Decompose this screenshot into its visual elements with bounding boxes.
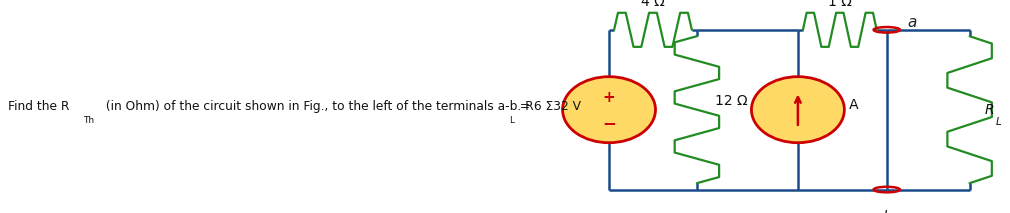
Text: Find the R: Find the R (8, 100, 70, 113)
Ellipse shape (563, 77, 655, 143)
Text: L: L (996, 118, 1002, 127)
Text: 12 Ω: 12 Ω (715, 94, 747, 108)
Text: L: L (509, 116, 514, 125)
Text: (in Ohm) of the circuit shown in Fig., to the left of the terminals a-b. R: (in Ohm) of the circuit shown in Fig., t… (102, 100, 533, 113)
Text: R: R (985, 103, 995, 117)
Ellipse shape (751, 77, 844, 143)
Text: a: a (907, 15, 916, 30)
Text: −: − (602, 114, 616, 132)
Text: 1 Ω: 1 Ω (828, 0, 851, 9)
Text: +: + (603, 91, 615, 105)
Text: Th: Th (83, 116, 94, 125)
Text: 2 A: 2 A (836, 98, 858, 112)
Text: = 6 Σ32 V: = 6 Σ32 V (516, 100, 581, 113)
Text: 4 Ω: 4 Ω (641, 0, 665, 9)
Text: b: b (882, 210, 892, 213)
